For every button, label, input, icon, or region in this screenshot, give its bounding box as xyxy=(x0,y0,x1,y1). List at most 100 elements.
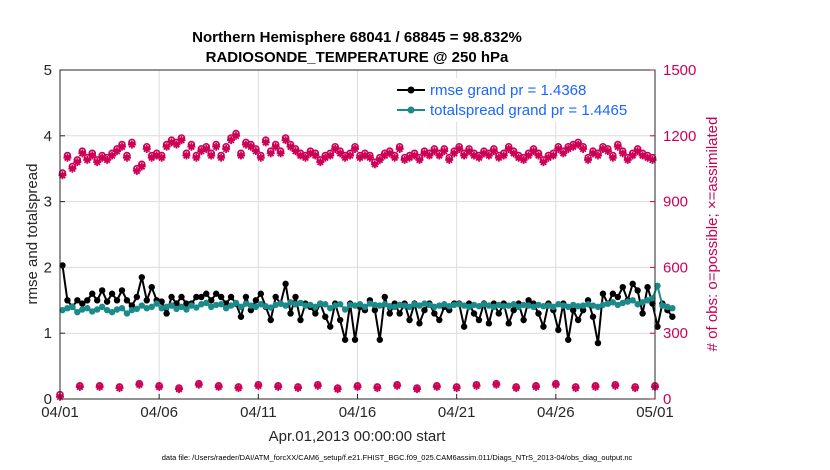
data-point-rmse xyxy=(148,283,155,291)
y-tick-label: 4 xyxy=(44,128,52,145)
data-point-rmse xyxy=(247,306,255,314)
data-point-rmse xyxy=(535,310,542,317)
data-point-totalspread xyxy=(143,304,150,312)
data-point-rmse xyxy=(565,336,572,343)
data-point-obs_assimilated xyxy=(628,151,637,160)
data-point-totalspread xyxy=(217,301,225,308)
data-point-obs_assimilated xyxy=(177,136,186,145)
data-point-obs_assimilated xyxy=(316,158,325,167)
data-point-obs_assimilated xyxy=(519,155,528,164)
data-point-totalspread xyxy=(396,301,403,309)
data-point-obs_assimilated xyxy=(410,151,419,160)
data-point-rmse xyxy=(158,298,165,305)
data-point-totalspread xyxy=(634,301,641,308)
data-point-rmse xyxy=(252,297,260,304)
data-point-obs_assimilated xyxy=(192,153,201,162)
grid xyxy=(60,70,655,399)
series-obs_assimilated xyxy=(58,131,657,180)
data-point-rmse xyxy=(133,293,141,301)
data-point-rmse xyxy=(198,293,205,301)
data-point-totalspread xyxy=(579,302,587,309)
data-point-obs_assimilated_low xyxy=(373,384,382,393)
data-point-totalspread xyxy=(629,297,636,304)
data-point-rmse xyxy=(287,310,294,317)
data-point-totalspread xyxy=(520,301,527,309)
data-point-totalspread xyxy=(594,303,602,311)
data-point-rmse xyxy=(371,306,379,314)
data-point-obs_assimilated xyxy=(365,153,374,162)
data-point-obs_assimilated xyxy=(321,153,330,162)
data-point-totalspread xyxy=(153,300,160,307)
x-tick-label: 04/11 xyxy=(240,404,276,421)
data-point-obs_assimilated xyxy=(385,149,394,158)
data-point-obs_assimilated xyxy=(63,153,72,162)
data-point-obs_assimilated_low xyxy=(234,384,243,393)
data-point-totalspread xyxy=(188,302,195,309)
data-point-rmse xyxy=(594,339,602,347)
data-point-obs_assimilated xyxy=(98,153,107,162)
data-point-obs_assimilated_low xyxy=(254,381,263,390)
x-tick-label: 05/01 xyxy=(636,404,674,421)
data-point-totalspread xyxy=(480,301,488,308)
data-point-totalspread xyxy=(183,306,190,313)
data-point-rmse xyxy=(123,297,131,304)
data-point-obs_assimilated_low xyxy=(452,384,461,393)
data-point-obs_assimilated xyxy=(58,171,67,180)
data-point-obs_assimilated xyxy=(103,155,112,164)
data-point-obs_assimilated xyxy=(569,142,578,151)
data-point-totalspread xyxy=(203,299,210,307)
data-point-rmse xyxy=(257,290,265,297)
data-point-totalspread xyxy=(500,303,507,310)
data-point-rmse xyxy=(406,316,413,324)
y-right-tick-label: 1200 xyxy=(663,128,696,145)
x-tick-label: 04/01 xyxy=(41,404,79,421)
data-point-rmse xyxy=(579,306,587,314)
data-point-obs_assimilated xyxy=(127,140,136,149)
data-point-totalspread xyxy=(401,302,408,309)
data-point-totalspread xyxy=(242,300,250,307)
data-point-obs_assimilated xyxy=(281,136,290,145)
data-point-rmse xyxy=(222,300,230,307)
x-tick-label: 04/21 xyxy=(438,404,476,421)
data-point-rmse xyxy=(212,290,220,297)
legend-marker-rmse xyxy=(407,86,415,94)
data-point-obs_assimilated xyxy=(331,144,340,153)
data-point-obs_assimilated xyxy=(88,151,97,160)
data-point-rmse xyxy=(574,316,582,324)
legend-marker-spread xyxy=(407,106,415,114)
data-point-totalspread xyxy=(277,300,284,307)
data-point-obs_assimilated xyxy=(509,149,518,158)
y-right-tick-label: 600 xyxy=(663,259,688,276)
data-point-obs_assimilated_low xyxy=(631,384,640,393)
data-point-rmse xyxy=(669,313,676,320)
data-point-obs_assimilated xyxy=(296,151,305,160)
data-point-totalspread xyxy=(163,303,170,311)
data-point-obs_assimilated xyxy=(147,153,156,162)
data-point-obs_assimilated xyxy=(380,151,389,160)
data-point-rmse xyxy=(421,306,428,314)
data-point-obs_assimilated_low xyxy=(393,381,402,390)
data-point-obs_assimilated xyxy=(474,153,483,162)
data-point-obs_assimilated xyxy=(638,151,647,160)
data-point-obs_assimilated_low xyxy=(155,382,164,391)
data-point-obs_assimilated xyxy=(360,151,369,160)
data-point-rmse xyxy=(242,293,250,301)
data-point-obs_assimilated xyxy=(455,144,464,153)
data-point-obs_assimilated xyxy=(202,144,211,153)
data-point-rmse xyxy=(103,298,111,305)
data-point-obs_assimilated xyxy=(504,144,513,153)
data-point-obs_assimilated xyxy=(172,140,181,149)
data-point-rmse xyxy=(327,323,334,330)
data-point-rmse xyxy=(84,297,91,304)
data-point-rmse xyxy=(93,297,101,304)
data-point-totalspread xyxy=(639,299,646,306)
data-point-totalspread xyxy=(336,301,344,308)
data-point-totalspread xyxy=(391,303,398,311)
data-point-totalspread xyxy=(128,306,136,314)
data-point-rmse xyxy=(163,310,170,317)
data-point-totalspread xyxy=(450,301,458,309)
data-point-rmse xyxy=(510,306,517,314)
data-point-obs_assimilated xyxy=(598,144,607,153)
data-point-rmse xyxy=(138,274,146,281)
data-point-obs_assimilated xyxy=(227,136,236,145)
